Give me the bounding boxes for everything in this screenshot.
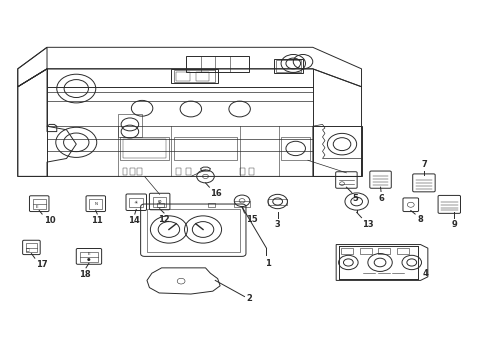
Text: 6: 6 — [377, 194, 383, 203]
Text: φ: φ — [158, 199, 161, 204]
Text: E: E — [36, 205, 38, 209]
Bar — [176, 168, 181, 175]
Bar — [122, 168, 127, 175]
Bar — [25, 243, 37, 252]
Text: 12: 12 — [158, 215, 169, 224]
Bar — [118, 114, 142, 137]
Text: 13: 13 — [362, 220, 373, 229]
Text: 1: 1 — [264, 259, 270, 268]
Text: 3: 3 — [274, 220, 280, 229]
Text: E: E — [87, 252, 90, 256]
Bar — [171, 69, 217, 83]
Text: 9: 9 — [450, 220, 456, 229]
Text: 8: 8 — [417, 215, 423, 224]
Bar — [185, 56, 249, 72]
Text: 10: 10 — [43, 216, 55, 225]
Bar — [276, 60, 300, 72]
Text: 16: 16 — [210, 189, 222, 198]
Bar — [33, 199, 45, 209]
Text: 15: 15 — [245, 215, 257, 224]
Bar — [340, 248, 352, 253]
Text: □: □ — [26, 248, 30, 252]
Text: 14: 14 — [128, 216, 140, 225]
Bar — [173, 70, 215, 82]
Bar — [129, 198, 143, 207]
Bar — [80, 252, 98, 262]
Text: 11: 11 — [91, 216, 103, 225]
Bar — [396, 248, 408, 253]
Bar — [122, 139, 165, 158]
Bar — [234, 201, 249, 207]
Bar — [195, 72, 209, 81]
Text: N: N — [94, 202, 97, 206]
Bar — [157, 203, 163, 207]
Bar — [207, 203, 215, 207]
Bar — [377, 248, 389, 253]
Text: ☀: ☀ — [134, 200, 138, 205]
Text: 18: 18 — [79, 270, 91, 279]
Bar — [267, 199, 287, 205]
Bar — [273, 59, 303, 73]
Bar — [185, 168, 190, 175]
Text: ●: ● — [87, 258, 91, 262]
Bar — [120, 137, 168, 160]
Text: 2: 2 — [245, 294, 251, 303]
Text: 5: 5 — [352, 194, 358, 203]
Bar — [153, 197, 166, 207]
Bar — [281, 137, 310, 160]
Bar — [312, 126, 361, 176]
Text: 4: 4 — [422, 269, 427, 278]
Bar — [130, 168, 135, 175]
Bar — [89, 199, 102, 209]
Bar — [137, 168, 142, 175]
Bar — [249, 168, 254, 175]
Text: 7: 7 — [420, 160, 426, 169]
Bar — [359, 248, 371, 253]
Bar — [173, 137, 237, 160]
Text: 17: 17 — [36, 260, 47, 269]
Bar — [239, 168, 244, 175]
Bar — [176, 72, 189, 81]
